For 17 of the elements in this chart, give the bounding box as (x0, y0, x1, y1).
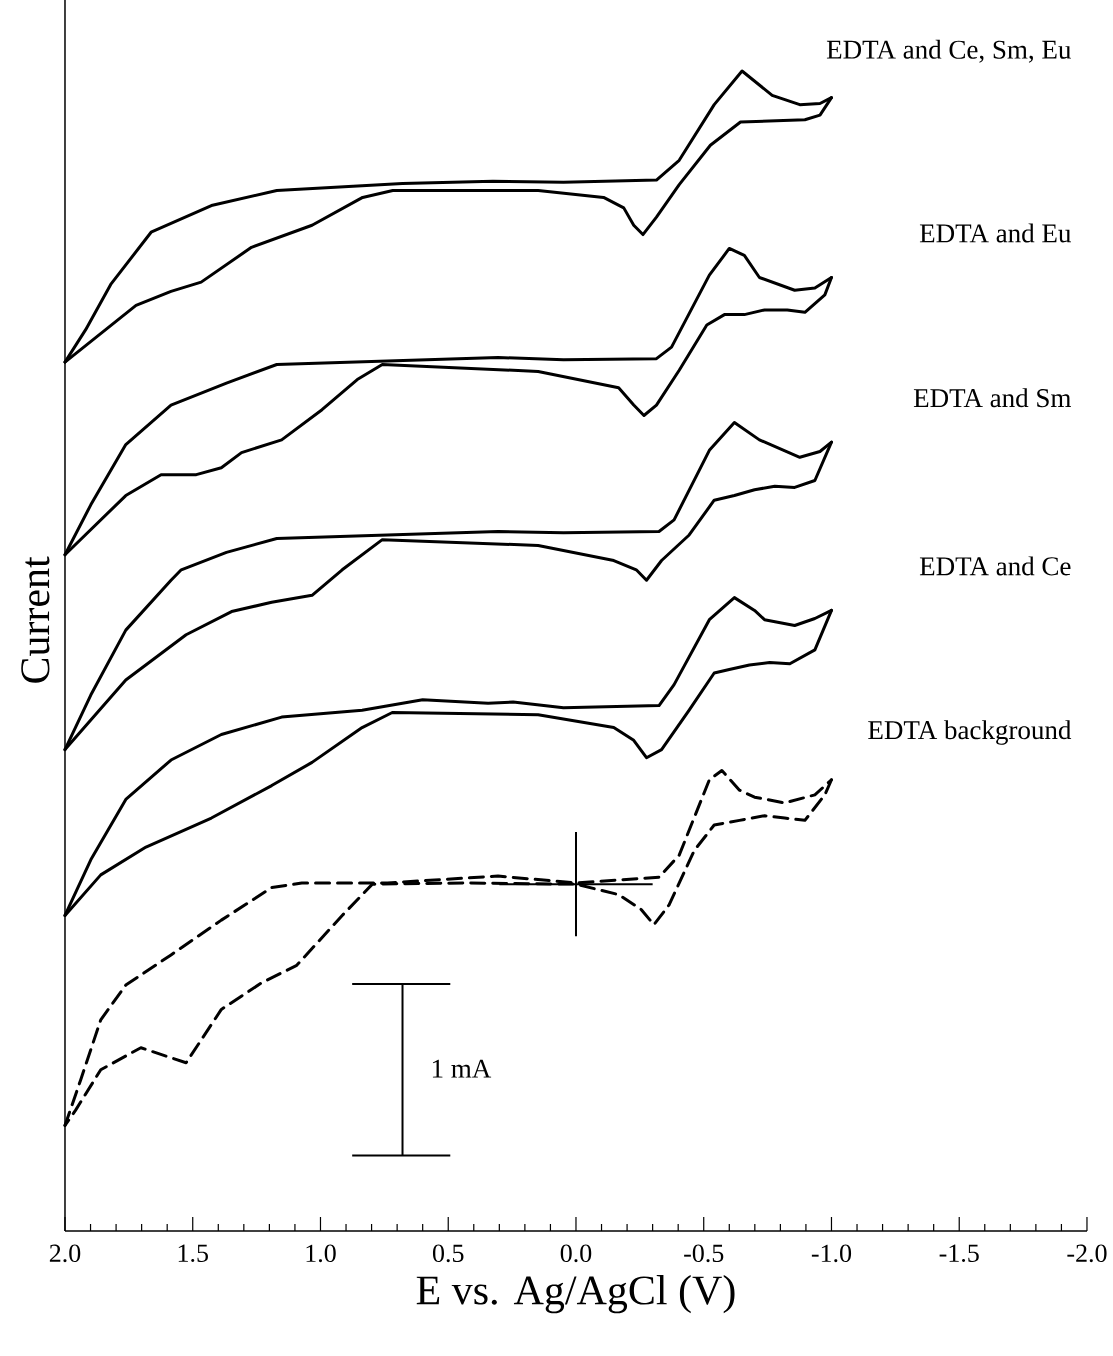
y-axis-title: Current (21, 556, 50, 683)
x-tick-label: -2.0 (1067, 1244, 1107, 1263)
series-label: EDTA and Ce, Sm, Eu (826, 39, 1071, 63)
x-tick-label: -1.0 (811, 1244, 852, 1263)
text: EDTA and Ce (919, 556, 1071, 576)
x-tick-label: 2.0 (49, 1244, 81, 1263)
text: EDTA and Eu (919, 223, 1071, 243)
x-tick-label: -0.5 (684, 1244, 724, 1263)
annotation: 1 mA (432, 1059, 492, 1078)
x-tick-label: 1.0 (306, 1244, 336, 1263)
x-tick-label: 0.0 (560, 1244, 592, 1263)
series-label: EDTA background (868, 720, 1072, 745)
text: EDTA and Sm (913, 388, 1072, 408)
x-axis-title: E vs. Ag/AgCl (V) (416, 1275, 735, 1314)
x-tick-label: -1.5 (939, 1244, 979, 1263)
x-tick-label: 1.5 (178, 1244, 208, 1263)
x-tick-label: 0.5 (432, 1244, 464, 1263)
